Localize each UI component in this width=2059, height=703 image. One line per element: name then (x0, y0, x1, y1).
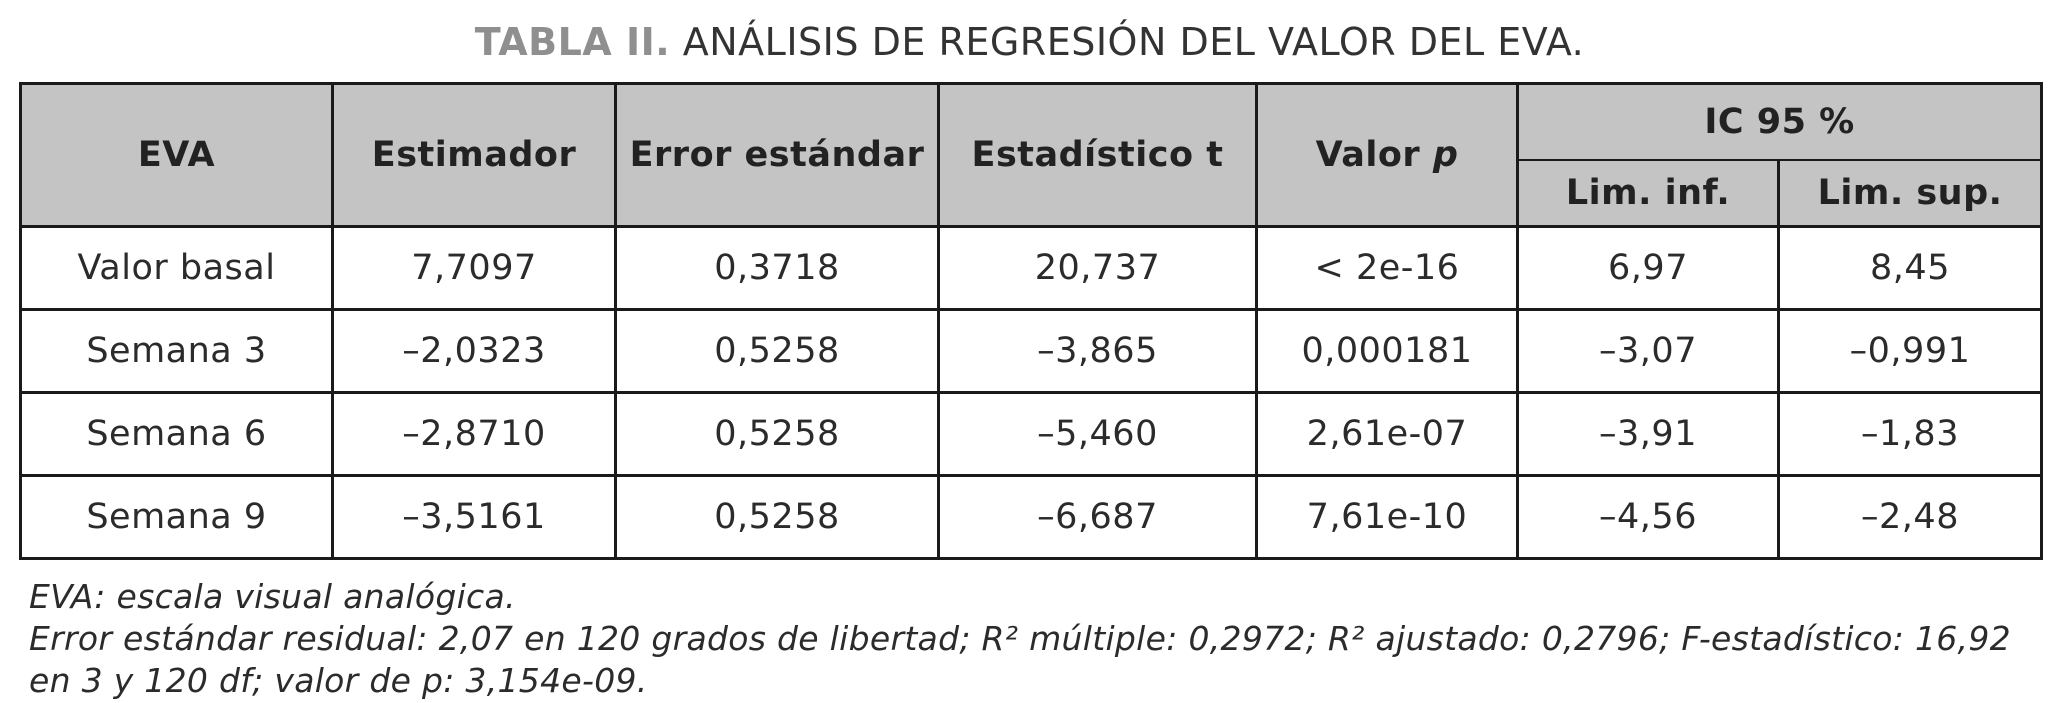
cell-eva: Valor basal (19, 225, 334, 311)
header-cell-estadistico-t: Estadístico t (937, 82, 1258, 228)
valor-p-symbol: p (1432, 135, 1459, 175)
table-title-text: ANÁLISIS DE REGRESIÓN DEL VALOR DEL EVA. (682, 20, 1585, 64)
cell-lim-sup: –2,48 (1776, 474, 2044, 560)
header-cell-lim-inf: Lim. inf. (1516, 159, 1780, 228)
footnote-model-statistics: Error estándar residual: 2,07 en 120 gra… (29, 619, 2011, 701)
table-title-label: TABLA II. (474, 20, 671, 64)
cell-estimador: –2,0323 (331, 308, 617, 394)
footnote-eva-definition: EVA: escala visual analógica. (29, 577, 516, 616)
header-cell-ic-95: IC 95 % (1515, 82, 2044, 161)
cell-lim-sup: –1,83 (1776, 391, 2044, 477)
cell-lim-sup: 8,45 (1776, 225, 2044, 311)
cell-t: –6,687 (937, 474, 1258, 560)
cell-estimador: –3,5161 (331, 474, 617, 560)
table-footnotes: EVA: escala visual analógica. Error está… (29, 576, 2039, 703)
header-cell-error-estandar: Error estándar (614, 82, 940, 228)
header-cell-lim-sup: Lim. sup. (1776, 159, 2044, 228)
table-row-semana-3: Semana 3 –2,0323 0,5258 –3,865 0,000181 … (19, 308, 2044, 394)
header-cell-estimador: Estimador (331, 82, 617, 228)
cell-lim-inf: –3,91 (1516, 391, 1780, 477)
cell-p: 2,61e-07 (1255, 391, 1519, 477)
header-cell-eva: EVA (19, 82, 334, 228)
cell-lim-sup: –0,991 (1776, 308, 2044, 394)
table-body: Valor basal 7,7097 0,3718 20,737 < 2e-16… (19, 225, 2044, 560)
table-title: TABLA II. ANÁLISIS DE REGRESIÓN DEL VALO… (19, 20, 2040, 64)
table-row-valor-basal: Valor basal 7,7097 0,3718 20,737 < 2e-16… (19, 225, 2044, 311)
cell-p: 7,61e-10 (1255, 474, 1519, 560)
table-header: EVA Estimador Error estándar Estadístico… (19, 82, 2044, 228)
cell-error: 0,5258 (614, 391, 940, 477)
cell-p: 0,000181 (1255, 308, 1519, 394)
regression-table: EVA Estimador Error estándar Estadístico… (19, 82, 2044, 560)
cell-lim-inf: –3,07 (1516, 308, 1780, 394)
cell-estimador: –2,8710 (331, 391, 617, 477)
cell-error: 0,5258 (614, 308, 940, 394)
cell-estimador: 7,7097 (331, 225, 617, 311)
cell-error: 0,5258 (614, 474, 940, 560)
cell-eva: Semana 3 (19, 308, 334, 394)
cell-lim-inf: 6,97 (1516, 225, 1780, 311)
table-row-semana-9: Semana 9 –3,5161 0,5258 –6,687 7,61e-10 … (19, 474, 2044, 560)
cell-t: –3,865 (937, 308, 1258, 394)
cell-eva: Semana 9 (19, 474, 334, 560)
cell-lim-inf: –4,56 (1516, 474, 1780, 560)
cell-eva: Semana 6 (19, 391, 334, 477)
header-cell-valor-p: Valor p (1255, 82, 1519, 228)
cell-t: 20,737 (937, 225, 1258, 311)
valor-p-prefix: Valor (1315, 135, 1433, 175)
cell-t: –5,460 (937, 391, 1258, 477)
cell-p: < 2e-16 (1255, 225, 1519, 311)
cell-error: 0,3718 (614, 225, 940, 311)
table-row-semana-6: Semana 6 –2,8710 0,5258 –5,460 2,61e-07 … (19, 391, 2044, 477)
